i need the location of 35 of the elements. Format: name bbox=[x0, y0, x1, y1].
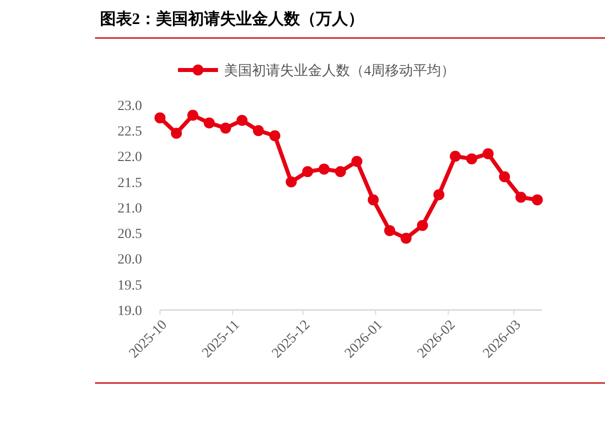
point bbox=[187, 110, 198, 121]
point bbox=[318, 164, 330, 175]
legend-label: 美国初请失业金人数（4周移动平均） bbox=[224, 63, 455, 79]
point bbox=[269, 130, 280, 142]
point bbox=[236, 114, 248, 126]
point bbox=[220, 122, 232, 134]
point bbox=[400, 232, 412, 244]
y-tick-label: 19.5 bbox=[118, 278, 142, 294]
point bbox=[204, 117, 215, 128]
point bbox=[334, 166, 346, 178]
y-tick-label: 20.0 bbox=[118, 252, 142, 268]
point bbox=[482, 148, 494, 160]
point bbox=[351, 156, 362, 167]
point bbox=[170, 128, 182, 139]
point bbox=[466, 153, 478, 164]
point bbox=[450, 150, 461, 162]
y-tick-label: 21.5 bbox=[118, 176, 142, 191]
point bbox=[252, 125, 264, 136]
y-tick-label: 22.5 bbox=[118, 124, 142, 140]
y-tick-label: 23.0 bbox=[118, 98, 142, 114]
point bbox=[433, 189, 444, 200]
point bbox=[302, 166, 314, 178]
point bbox=[515, 192, 526, 203]
chart-title: 图表2：美国初请失业金人数（万人） bbox=[100, 9, 364, 28]
y-tick-label: 22.0 bbox=[118, 150, 142, 166]
y-tick-label: 19.0 bbox=[118, 304, 142, 319]
point bbox=[384, 225, 396, 236]
y-tick-label: 20.5 bbox=[118, 227, 142, 242]
point bbox=[286, 176, 297, 188]
point bbox=[499, 171, 510, 182]
point bbox=[416, 220, 428, 231]
y-tick-label: 21.0 bbox=[118, 201, 142, 216]
point bbox=[532, 194, 543, 206]
point bbox=[368, 194, 379, 206]
point bbox=[154, 112, 166, 124]
